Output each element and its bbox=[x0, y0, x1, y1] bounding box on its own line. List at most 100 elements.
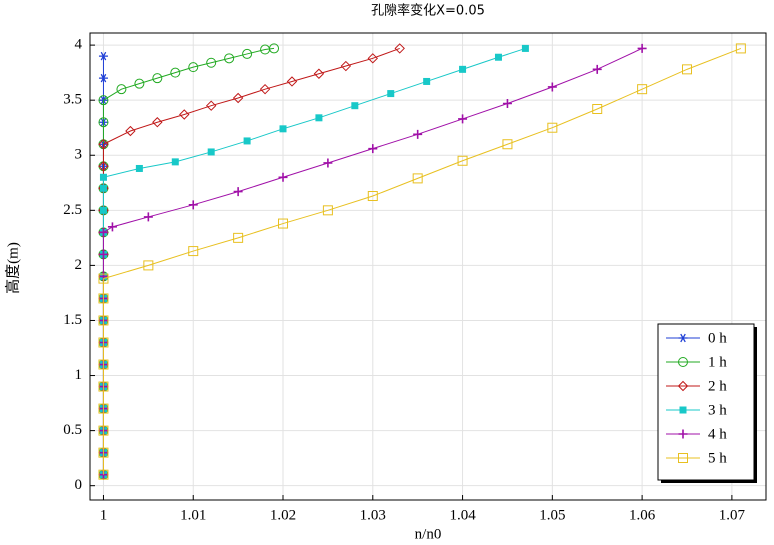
marker bbox=[98, 381, 109, 392]
y-tick-label: 0 bbox=[75, 477, 83, 493]
marker bbox=[592, 64, 602, 74]
marker bbox=[188, 62, 199, 73]
marker bbox=[98, 359, 109, 370]
marker bbox=[678, 357, 688, 367]
marker bbox=[224, 53, 235, 64]
marker bbox=[678, 333, 688, 343]
marker bbox=[98, 447, 109, 458]
marker bbox=[98, 315, 109, 326]
y-tick-label: 3.5 bbox=[63, 92, 82, 108]
marker bbox=[269, 43, 280, 54]
marker bbox=[99, 206, 107, 214]
marker bbox=[98, 425, 109, 436]
marker bbox=[143, 260, 154, 271]
marker bbox=[367, 191, 378, 202]
marker bbox=[99, 173, 107, 181]
marker bbox=[135, 164, 143, 172]
legend-label: 2 h bbox=[708, 378, 727, 394]
marker bbox=[412, 173, 423, 184]
marker bbox=[116, 84, 127, 95]
marker bbox=[313, 68, 325, 79]
marker bbox=[243, 137, 251, 145]
x-tick-label: 1.01 bbox=[180, 507, 206, 523]
marker bbox=[205, 100, 217, 111]
marker bbox=[99, 184, 107, 192]
marker bbox=[98, 95, 109, 106]
marker bbox=[678, 453, 688, 463]
legend-label: 1 h bbox=[708, 354, 727, 370]
y-tick-label: 2 bbox=[75, 257, 83, 273]
series-line bbox=[102, 47, 742, 475]
legend-box bbox=[657, 323, 755, 481]
x-tick-label: 1.06 bbox=[629, 507, 656, 523]
y-tick-label: 1.5 bbox=[63, 312, 82, 328]
y-axis-label: 高度(m) bbox=[4, 242, 21, 294]
marker bbox=[394, 43, 405, 54]
marker bbox=[458, 114, 468, 124]
x-tick-label: 1.02 bbox=[270, 507, 296, 523]
marker bbox=[279, 125, 287, 133]
marker bbox=[679, 406, 687, 414]
marker bbox=[259, 83, 271, 95]
marker bbox=[233, 232, 244, 243]
marker bbox=[232, 92, 244, 104]
marker bbox=[278, 218, 289, 229]
marker bbox=[206, 57, 217, 68]
marker bbox=[681, 64, 692, 75]
marker bbox=[340, 60, 352, 72]
marker bbox=[98, 117, 109, 128]
marker bbox=[171, 158, 179, 166]
marker bbox=[98, 403, 109, 414]
marker bbox=[143, 212, 153, 222]
marker bbox=[152, 73, 163, 84]
y-tick-label: 4 bbox=[75, 37, 83, 53]
marker bbox=[98, 161, 109, 172]
marker bbox=[678, 429, 688, 439]
marker bbox=[207, 148, 215, 156]
legend: 0 h 1 h 2 h 3 h 4 h 5 h bbox=[657, 323, 757, 483]
x-tick-label: 1.03 bbox=[360, 507, 386, 523]
marker bbox=[457, 155, 468, 166]
marker bbox=[152, 117, 163, 128]
marker bbox=[502, 98, 512, 108]
marker bbox=[286, 76, 298, 87]
marker bbox=[367, 53, 378, 64]
marker bbox=[315, 114, 323, 122]
marker bbox=[188, 246, 199, 257]
marker bbox=[233, 187, 243, 197]
marker bbox=[322, 205, 333, 216]
marker bbox=[521, 44, 529, 52]
marker bbox=[188, 200, 198, 210]
marker bbox=[134, 78, 145, 89]
y-tick-label: 0.5 bbox=[63, 422, 82, 438]
marker bbox=[98, 73, 108, 83]
marker bbox=[242, 48, 253, 59]
marker bbox=[677, 380, 689, 392]
marker bbox=[98, 337, 109, 348]
marker bbox=[125, 125, 136, 137]
marker bbox=[637, 43, 647, 53]
marker bbox=[98, 227, 108, 237]
legend-label: 5 h bbox=[708, 450, 727, 466]
marker bbox=[459, 65, 467, 73]
legend-label: 0 h bbox=[708, 330, 727, 346]
marker bbox=[735, 43, 746, 54]
marker bbox=[592, 103, 603, 114]
x-tick-label: 1.07 bbox=[719, 507, 746, 523]
marker bbox=[637, 84, 648, 95]
legend-label: 3 h bbox=[708, 402, 727, 418]
marker bbox=[179, 109, 190, 120]
chart-title: 孔隙率变化X=0.05 bbox=[371, 3, 485, 19]
x-tick-label: 1 bbox=[100, 507, 108, 523]
marker bbox=[107, 222, 117, 232]
marker bbox=[98, 273, 109, 284]
marker bbox=[170, 67, 181, 78]
marker bbox=[351, 102, 359, 110]
marker bbox=[547, 122, 558, 133]
x-tick-label: 1.04 bbox=[449, 507, 476, 523]
marker bbox=[98, 139, 109, 150]
marker bbox=[387, 90, 395, 98]
y-tick-label: 1 bbox=[75, 367, 83, 383]
